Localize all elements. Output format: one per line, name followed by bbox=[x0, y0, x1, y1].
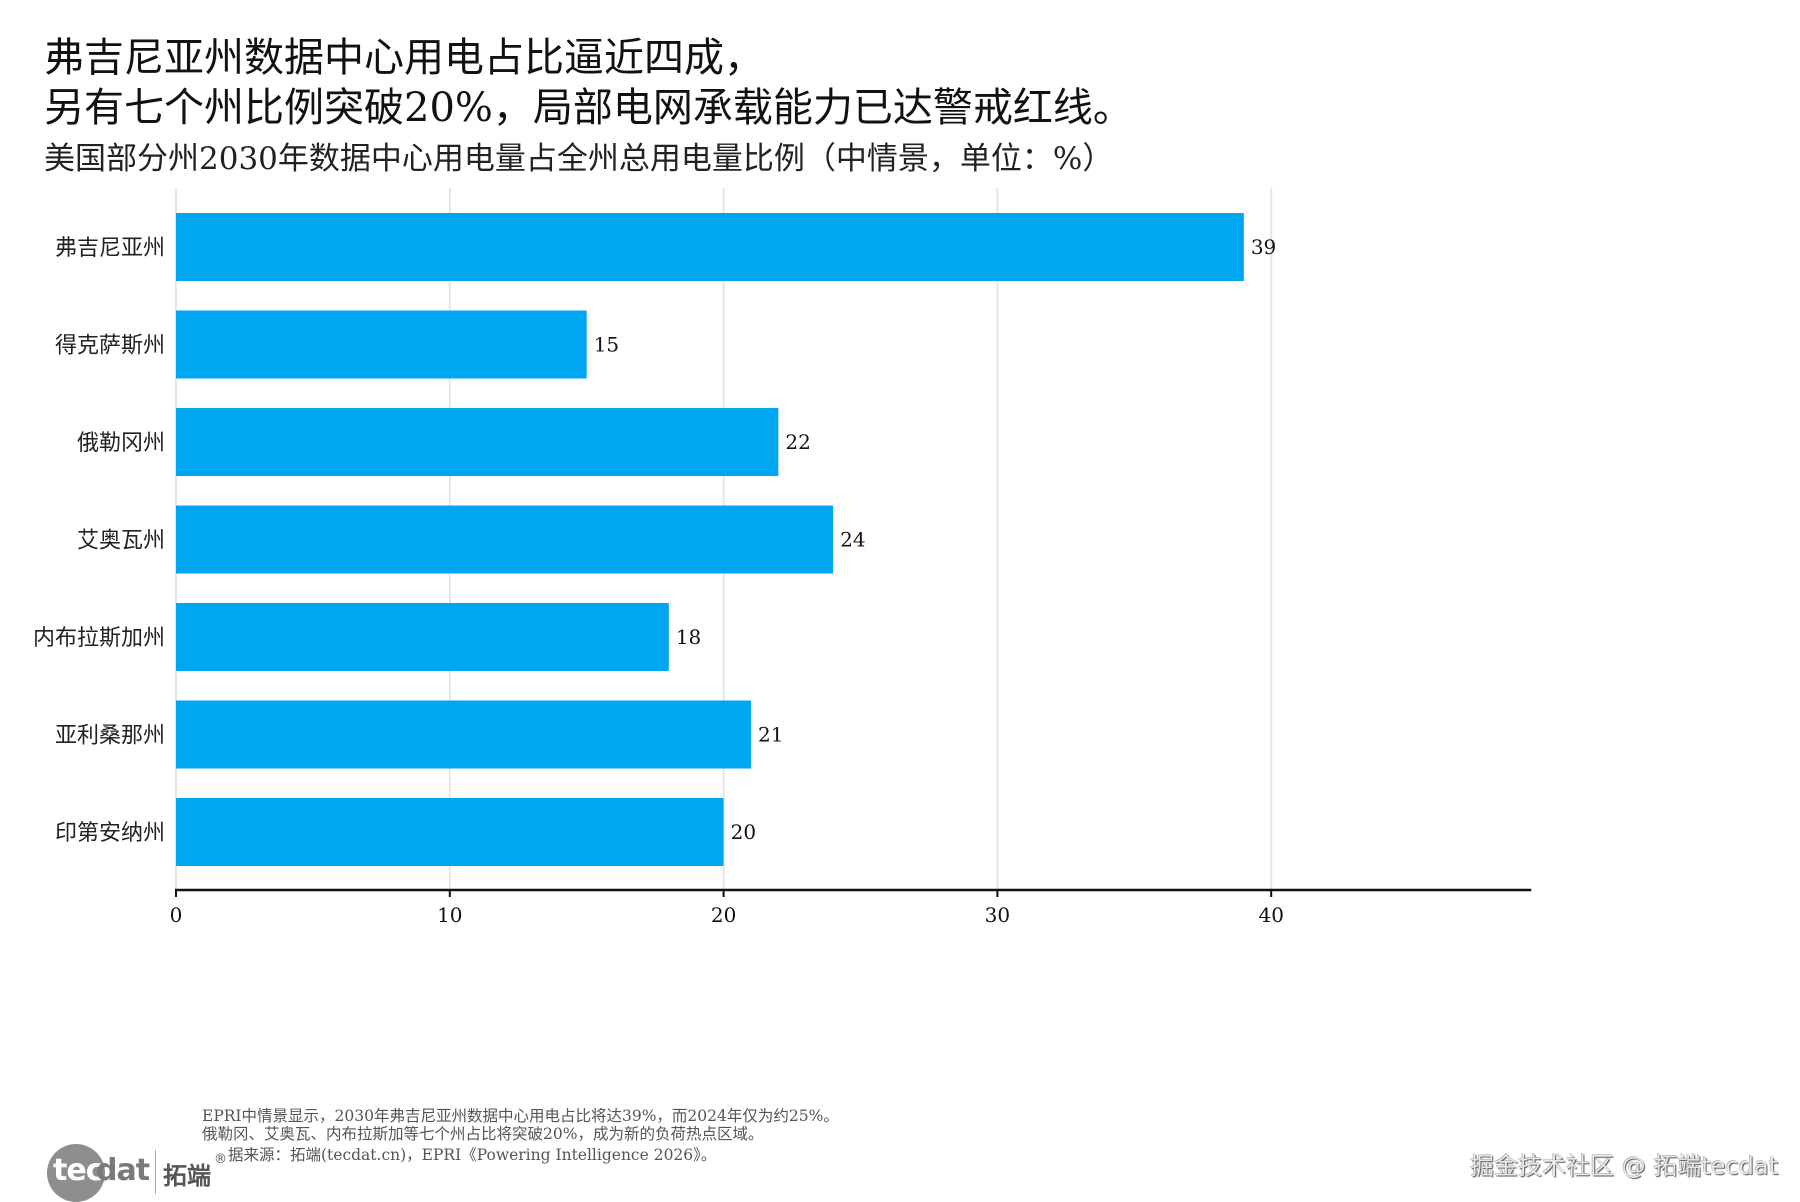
bar-3 bbox=[176, 505, 834, 574]
value-label: 22 bbox=[785, 430, 810, 454]
logo-text-chinese: 拓端 bbox=[163, 1162, 211, 1190]
category-label: 内布拉斯加州 bbox=[33, 626, 165, 651]
value-label: 24 bbox=[840, 528, 865, 552]
x-axis: 0 10 20 30 40 bbox=[170, 888, 1532, 927]
category-label: 亚利桑那州 bbox=[55, 724, 165, 749]
value-label: 20 bbox=[731, 820, 756, 844]
value-label: 39 bbox=[1251, 235, 1276, 259]
chart-title-line-1: 弗吉尼亚州数据中心用电占比逼近四成， bbox=[44, 35, 764, 81]
registered-mark: ® bbox=[214, 1152, 227, 1167]
chart-subtitle: 美国部分州2030年数据中心用电量占全州总用电量比例（中情景，单位：%） bbox=[44, 141, 1114, 177]
watermark: 掘金技术社区 @ 拓端tecdat bbox=[1470, 1152, 1778, 1180]
source-note: 据来源：拓端(tecdat.cn)，EPRI《Powering Intellig… bbox=[228, 1146, 717, 1164]
value-label: 21 bbox=[758, 723, 783, 747]
logo-text-dat: dat bbox=[96, 1153, 150, 1188]
category-label: 俄勒冈州 bbox=[77, 431, 165, 456]
x-tick-label: 40 bbox=[1258, 903, 1283, 927]
value-label: 18 bbox=[676, 625, 701, 649]
footnote-line-1: EPRI中情景显示，2030年弗吉尼亚州数据中心用电占比将达39%，而2024年… bbox=[202, 1107, 839, 1125]
bar-0 bbox=[176, 213, 1244, 281]
tecdat-logo: tec dat 拓端 ® bbox=[47, 1142, 237, 1202]
chart-title-line-2: 另有七个州比例突破20%，局部电网承载能力已达警戒红线。 bbox=[44, 85, 1133, 131]
bar-5 bbox=[176, 700, 751, 769]
value-label: 15 bbox=[594, 333, 619, 357]
category-label: 艾奥瓦州 bbox=[77, 529, 165, 554]
x-tick-label: 30 bbox=[985, 903, 1010, 927]
bar-2 bbox=[176, 408, 779, 476]
category-label: 得克萨斯州 bbox=[55, 334, 165, 359]
category-label: 印第安纳州 bbox=[55, 821, 165, 846]
value-labels: 39 15 22 24 18 21 20 bbox=[594, 235, 1277, 844]
grid-lines bbox=[175, 188, 1273, 890]
logo-divider bbox=[155, 1150, 156, 1194]
logo-text-tec: tec bbox=[53, 1153, 103, 1188]
x-tick-label: 0 bbox=[170, 903, 183, 927]
category-label: 弗吉尼亚州 bbox=[55, 236, 165, 261]
x-tick-label: 20 bbox=[711, 903, 736, 927]
bars bbox=[176, 213, 1244, 866]
logo-circle-icon bbox=[47, 1144, 105, 1202]
x-tick-label: 10 bbox=[437, 903, 462, 927]
bar-4 bbox=[176, 603, 669, 671]
bar-6 bbox=[176, 798, 724, 866]
bar-1 bbox=[176, 310, 587, 379]
footnote-line-2: 俄勒冈、艾奥瓦、内布拉斯加等七个州占比将突破20%，成为新的负荷热点区域。 bbox=[202, 1125, 764, 1143]
